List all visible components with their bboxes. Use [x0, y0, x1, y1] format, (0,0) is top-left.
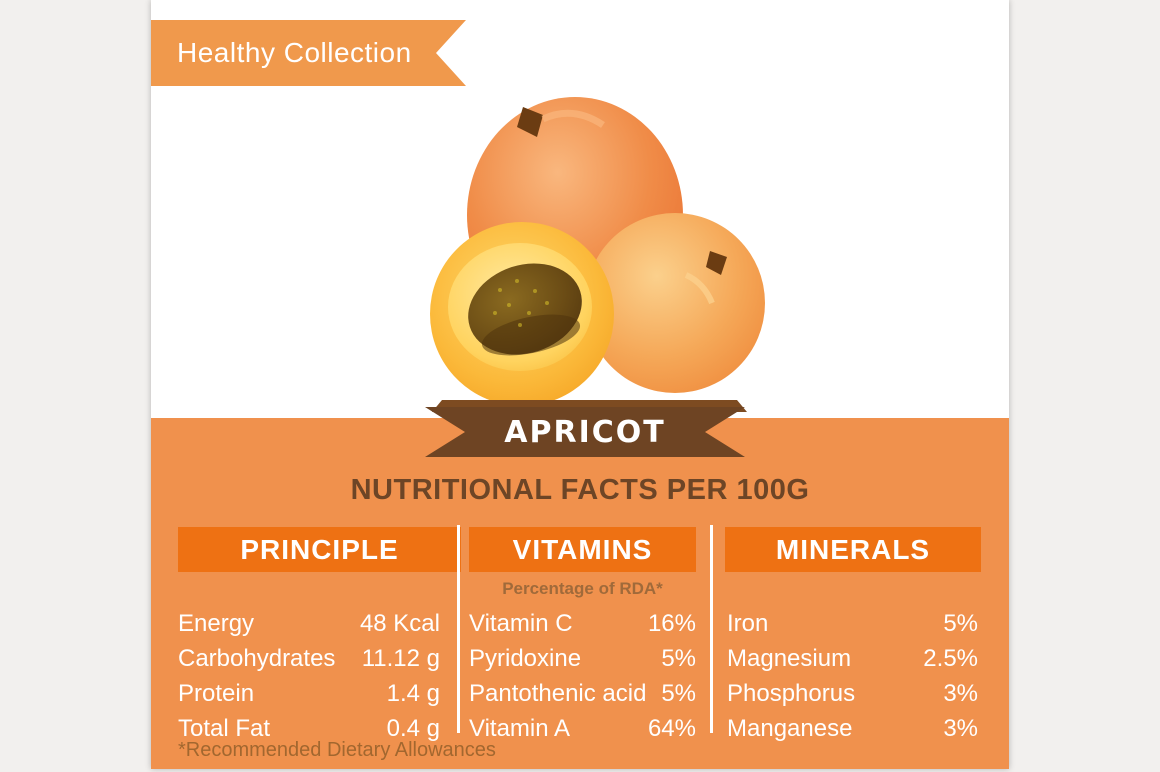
nutrition-row: Iron 5%: [725, 606, 981, 641]
row-value: 16%: [647, 609, 696, 637]
column-divider: [710, 525, 713, 733]
row-value: 3%: [943, 679, 978, 707]
apricot-illustration: [430, 97, 765, 412]
row-label: Energy: [178, 609, 255, 637]
row-value: 5%: [943, 609, 978, 637]
nutrition-row: Energy 48 Kcal: [178, 606, 461, 641]
row-value: 0.4 g: [386, 714, 440, 742]
row-value: 5%: [661, 679, 696, 707]
row-label: Vitamin A: [469, 714, 570, 742]
row-label: Phosphorus: [727, 679, 856, 707]
vitamins-rows: Vitamin C 16% Pyridoxine 5% Pantothenic …: [469, 606, 696, 746]
row-label: Iron: [727, 609, 769, 637]
row-value: 48 Kcal: [359, 609, 440, 637]
nutrition-row: Carbohydrates 11.12 g: [178, 641, 461, 676]
column-divider: [457, 525, 460, 733]
minerals-header: MINERALS: [725, 527, 981, 572]
rda-subheader: Percentage of RDA*: [502, 579, 663, 598]
half-apricot: [430, 222, 614, 406]
principle-rows: Energy 48 Kcal Carbohydrates 11.12 g Pro…: [178, 606, 461, 746]
nutrition-row: Pyridoxine 5%: [469, 641, 696, 676]
back-apricot-stem-icon: [517, 107, 543, 137]
row-value: 11.12 g: [361, 644, 440, 672]
vitamins-header: VITAMINS: [469, 527, 696, 572]
row-value: 64%: [647, 714, 696, 742]
nutrition-row: Manganese 3%: [725, 711, 981, 746]
row-label: Protein: [178, 679, 255, 707]
row-label: Total Fat: [178, 714, 271, 742]
nutrition-row: Total Fat 0.4 g: [178, 711, 461, 746]
nutrition-section: [151, 418, 1009, 769]
vitamins-column: VITAMINS Percentage of RDA* Vitamin C 16…: [469, 527, 696, 746]
principle-column: PRINCIPLE Energy 48 Kcal Carbohydrates 1…: [178, 527, 461, 746]
right-apricot-stem-icon: [706, 251, 727, 275]
row-label: Pantothenic acid: [469, 679, 647, 707]
fruit-name-ribbon: APRICOT: [425, 407, 745, 457]
nutrition-row: Vitamin A 64%: [469, 711, 696, 746]
principle-header: PRINCIPLE: [178, 527, 461, 572]
nutrition-row: Protein 1.4 g: [178, 676, 461, 711]
row-label: Vitamin C: [469, 609, 573, 637]
row-value: 5%: [661, 644, 696, 672]
healthy-collection-ribbon: Healthy Collection: [151, 20, 466, 86]
minerals-rows: Iron 5% Magnesium 2.5% Phosphorus 3% Man…: [725, 606, 981, 746]
row-label: Carbohydrates: [178, 644, 336, 672]
row-label: Manganese: [727, 714, 853, 742]
nutrition-row: Magnesium 2.5%: [725, 641, 981, 676]
row-value: 2.5%: [923, 644, 978, 672]
right-apricot: [585, 213, 765, 393]
nutrition-row: Vitamin C 16%: [469, 606, 696, 641]
minerals-column: MINERALS Iron 5% Magnesium 2.5% Phosphor…: [725, 527, 981, 746]
row-value: 3%: [943, 714, 978, 742]
nutrition-heading: NUTRITIONAL FACTS PER 100G: [350, 474, 810, 506]
nutrition-row: Phosphorus 3%: [725, 676, 981, 711]
poster-card: Healthy Collection: [151, 0, 1009, 769]
fruit-name-label: APRICOT: [504, 414, 666, 450]
row-value: 1.4 g: [386, 679, 440, 707]
nutrition-row: Pantothenic acid 5%: [469, 676, 696, 711]
rda-footnote: *Recommended Dietary Allowances: [178, 739, 496, 761]
row-label: Magnesium: [727, 644, 852, 672]
healthy-collection-label: Healthy Collection: [177, 37, 412, 68]
row-label: Pyridoxine: [469, 644, 582, 672]
